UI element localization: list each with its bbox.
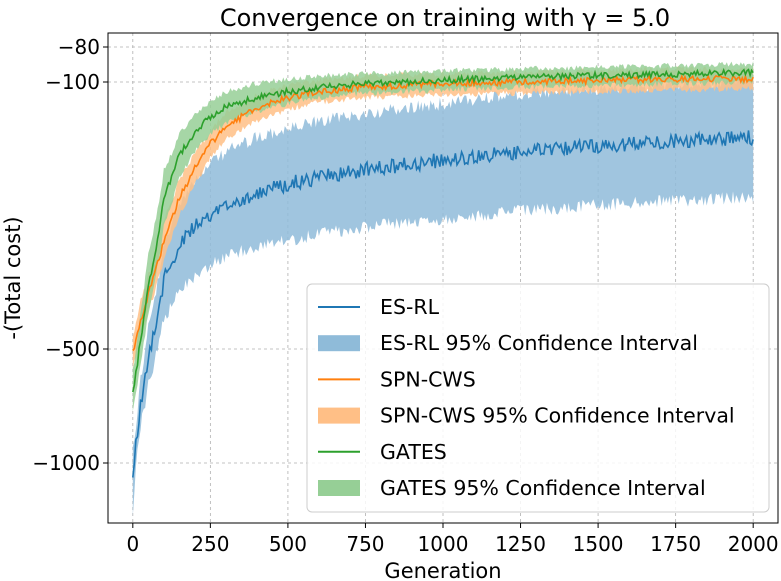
axis-ticks: 0 250 500 750 1000 1250 1500 1750 2000 −80 −100 −50… [32,35,778,556]
x-tick-label: 250 [191,532,229,556]
y-tick-label: −500 [45,337,100,361]
series-line-gates [132,67,754,393]
y-tick-label: −80 [58,35,100,59]
chart-title: Convergence on training with γ = 5.0 [220,4,670,32]
plot-frame [107,32,779,524]
x-tick-label: 1750 [650,532,701,556]
confidence-band-es-rl [132,74,754,517]
legend-label: SPN-CWS 95% Confidence Interval [380,404,735,428]
legend: ES-RL ES-RL 95% Confidence Interval SPN-CW… [306,283,770,513]
confidence-bands [132,61,754,517]
x-tick-label: 750 [346,532,384,556]
legend-box [306,283,770,513]
x-tick-label: 1000 [418,532,469,556]
legend-swatch-gates-ci [318,480,360,496]
x-axis-label: Generation [384,559,501,581]
y-tick-label: −1000 [32,451,100,475]
y-axis-label: -(Total cost) [1,216,25,339]
legend-label: GATES 95% Confidence Interval [380,476,706,500]
legend-label: SPN-CWS [380,367,476,391]
x-tick-label: 1250 [495,532,546,556]
legend-label: ES-RL 95% Confidence Interval [380,331,698,355]
legend-swatch-spn-cws-ci [318,407,360,424]
x-tick-label: 1500 [573,532,624,556]
series-lines [132,67,754,478]
x-tick-label: 500 [269,532,307,556]
x-tick-label: 0 [126,532,139,556]
legend-label: GATES [380,440,447,464]
legend-swatch-es-rl-ci [318,335,360,352]
series-line-es-rl [132,130,754,478]
series-line-spn-cws [132,73,754,352]
y-tick-label: −100 [45,70,100,94]
x-tick-label: 2000 [728,532,779,556]
legend-label: ES-RL [380,295,440,319]
